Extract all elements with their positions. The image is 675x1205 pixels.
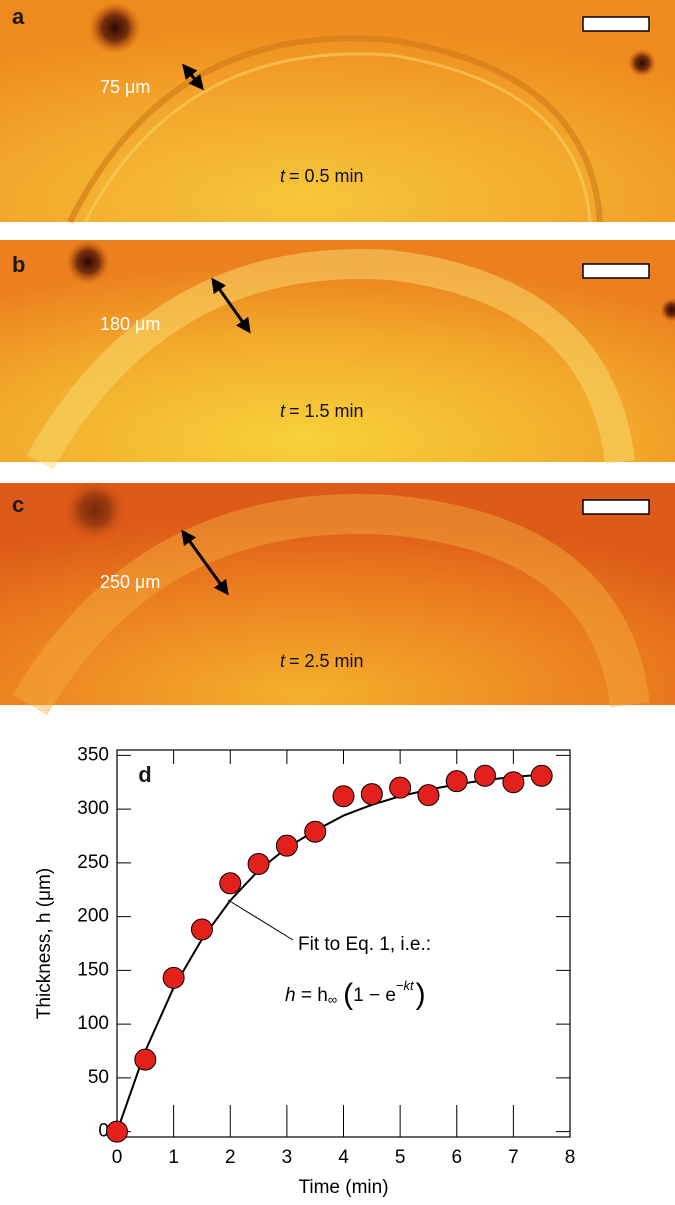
x-tick-label: 6: [451, 1147, 462, 1168]
time-variable: t: [280, 401, 286, 421]
micrograph-a: [0, 0, 675, 224]
chart: 0 1 2 3 4 5 6 7 8 0 50 100 150 200 250 300 350 d Time (min…: [34, 744, 575, 1198]
thickness-label: 250 μm: [100, 572, 160, 592]
y-tick-label: 250: [77, 852, 109, 873]
data-point: [474, 764, 497, 787]
data-point: [389, 776, 412, 799]
y-tick-label: 200: [77, 906, 109, 927]
x-axis-label: Time (min): [298, 1177, 388, 1198]
data-point: [530, 764, 553, 787]
time-value: = 0.5 min: [289, 166, 364, 186]
y-tick-label: 50: [88, 1067, 109, 1088]
thickness-label: 75 μm: [100, 77, 150, 97]
time-variable: t: [280, 651, 286, 671]
panel-label: d: [138, 762, 151, 787]
time-value: = 1.5 min: [289, 401, 364, 421]
y-axis-label: Thickness, h (μm): [34, 868, 55, 1019]
y-tick-label: 300: [77, 798, 109, 819]
panel-label: a: [12, 4, 25, 29]
data-point: [445, 770, 468, 793]
eq-close: ): [416, 978, 426, 1011]
y-tick-label: 350: [77, 744, 109, 765]
annotation: Fit to Eq. 1, i.e.:: [298, 934, 431, 955]
eq-base: 1 − e: [353, 985, 396, 1006]
y-tick-label: 150: [77, 959, 109, 980]
time-label: t = 0.5 min: [280, 166, 364, 186]
x-tick-label: 3: [282, 1147, 293, 1168]
data-point: [304, 820, 327, 843]
eq-open: (: [343, 978, 353, 1011]
thickness-label: 180 μm: [100, 314, 160, 334]
x-tick-label: 8: [565, 1147, 576, 1168]
time-value: = 2.5 min: [289, 651, 364, 671]
x-tick-label: 4: [338, 1147, 349, 1168]
micrograph-c: [0, 480, 675, 716]
time-label: t = 1.5 min: [280, 401, 364, 421]
x-tick-label: 7: [508, 1147, 519, 1168]
y-tick-label: 100: [77, 1013, 109, 1034]
eq-rhs: = h: [296, 985, 328, 1006]
data-point: [360, 783, 383, 806]
panel-label: c: [12, 492, 24, 517]
eq-lhs: h: [285, 985, 296, 1006]
data-point: [134, 1048, 157, 1071]
data-point: [219, 872, 242, 895]
eq-sub: ∞: [328, 992, 337, 1007]
data-point: [275, 834, 298, 857]
y-tick-label: 0: [98, 1121, 109, 1142]
time-label: t = 2.5 min: [280, 651, 364, 671]
micrograph-b: [0, 240, 675, 470]
data-point: [106, 1120, 128, 1143]
time-variable: t: [280, 166, 286, 186]
fit-line: [116, 773, 542, 1132]
data-point: [417, 784, 440, 807]
x-tick-label: 5: [395, 1147, 406, 1168]
data-point: [162, 966, 185, 989]
x-tick-label: 2: [225, 1147, 236, 1168]
equation: h = h∞ (1 − e−kt): [285, 978, 426, 1011]
annotation-leader: [227, 899, 294, 941]
data-point: [247, 852, 270, 875]
data-point: [332, 785, 355, 808]
panel-label: b: [12, 252, 25, 277]
eq-sup: −kt: [396, 978, 415, 993]
data-point: [190, 918, 213, 941]
x-tick-label: 0: [112, 1147, 123, 1168]
data-point: [502, 771, 525, 794]
x-tick-label: 1: [168, 1147, 179, 1168]
